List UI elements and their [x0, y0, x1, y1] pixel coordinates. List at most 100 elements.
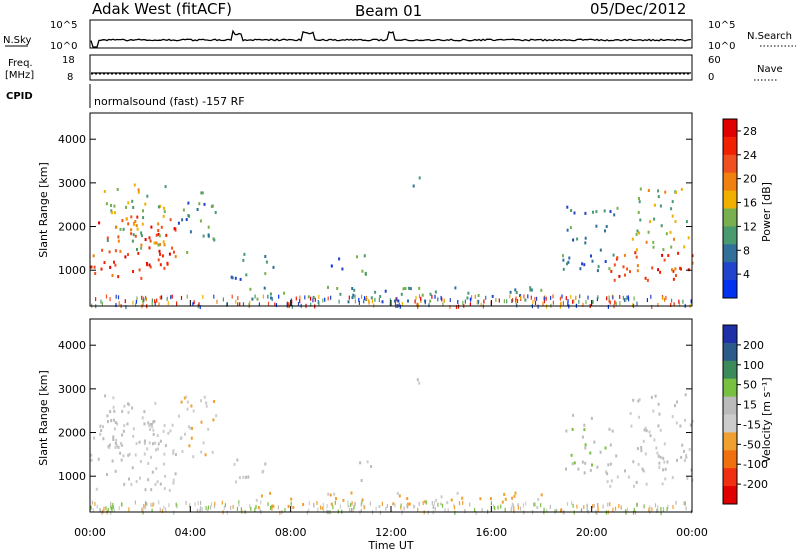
- clutter-cell: [406, 504, 408, 508]
- data-cell: [404, 287, 407, 290]
- data-cell: [589, 468, 592, 472]
- data-cell: [211, 450, 214, 454]
- data-cell: [239, 277, 242, 281]
- y-tick-label: 2000: [58, 221, 86, 234]
- colorbar-tick-label: 20: [743, 173, 757, 186]
- data-cell: [114, 421, 117, 424]
- colorbar-swatch: [723, 432, 737, 451]
- clutter-cell: [615, 301, 617, 306]
- data-cell: [684, 418, 686, 422]
- y-tick-label: 1000: [58, 264, 86, 277]
- data-cell: [131, 466, 134, 470]
- power-colorbar-label: Power [dB]: [760, 182, 773, 242]
- clutter-cell: [152, 502, 154, 507]
- data-cell: [664, 477, 667, 481]
- data-cell: [659, 455, 662, 459]
- data-cell: [666, 460, 669, 464]
- data-cell: [120, 458, 123, 462]
- data-cell: [126, 422, 129, 426]
- clutter-cell: [515, 296, 517, 301]
- clutter-cell: [400, 505, 402, 510]
- data-cell: [243, 252, 246, 256]
- data-cell: [638, 200, 641, 204]
- data-cell: [565, 467, 567, 471]
- data-cell: [127, 410, 130, 414]
- data-cell: [396, 491, 399, 495]
- clutter-cell: [124, 299, 126, 304]
- data-cell: [247, 475, 250, 479]
- data-cell: [611, 429, 614, 433]
- data-cell: [200, 399, 202, 403]
- data-cell: [94, 272, 97, 275]
- data-cell: [626, 267, 629, 271]
- clutter-cell: [608, 298, 610, 303]
- clutter-cell: [550, 295, 552, 300]
- data-cell: [138, 440, 141, 444]
- data-cell: [112, 438, 115, 441]
- clutter-cell: [398, 302, 400, 307]
- data-cell: [540, 288, 543, 292]
- colorbar-tick-label: -100: [743, 458, 768, 471]
- data-cell: [613, 213, 616, 217]
- data-cell: [406, 502, 409, 506]
- data-cell: [108, 250, 111, 254]
- data-cell: [143, 410, 146, 414]
- data-cell: [127, 453, 130, 457]
- data-cell: [125, 217, 128, 221]
- clutter-cell: [657, 303, 659, 307]
- clutter-cell: [498, 298, 500, 303]
- data-cell: [407, 299, 409, 303]
- data-cell: [342, 498, 345, 502]
- data-cell: [257, 506, 260, 509]
- data-cell: [653, 438, 656, 442]
- data-cell: [591, 463, 593, 467]
- data-cell: [169, 218, 172, 222]
- data-cell: [514, 288, 517, 292]
- clutter-cell: [145, 501, 147, 506]
- data-cell: [128, 403, 131, 407]
- data-cell: [378, 505, 381, 508]
- clutter-cell: [530, 295, 532, 300]
- clutter-cell: [597, 503, 599, 507]
- data-cell: [123, 404, 126, 408]
- clutter-cell: [474, 507, 476, 512]
- clutter-cell: [586, 507, 588, 512]
- clutter-cell: [158, 500, 160, 505]
- clutter-cell: [105, 506, 107, 511]
- clutter-cell: [453, 505, 456, 510]
- data-cell: [356, 255, 358, 259]
- clutter-cell: [146, 502, 148, 507]
- clutter-cell: [464, 509, 466, 513]
- clutter-cell: [91, 500, 93, 505]
- data-cell: [90, 453, 93, 457]
- data-cell: [114, 263, 117, 267]
- data-cell: [104, 394, 107, 398]
- clutter-cell: [418, 294, 421, 299]
- colorbar-frame: [722, 324, 738, 505]
- clutter-cell: [237, 302, 239, 307]
- power-cells: [90, 176, 694, 310]
- data-cell: [140, 276, 143, 280]
- data-cell: [141, 416, 144, 420]
- clutter-cell: [107, 508, 109, 512]
- clutter-cell: [441, 297, 443, 302]
- data-cell: [658, 461, 661, 465]
- clutter-cell: [90, 505, 92, 510]
- data-cell: [152, 433, 155, 436]
- data-cell: [270, 296, 272, 300]
- freq-tick-bottom: 8: [67, 72, 73, 83]
- clutter-cell: [379, 510, 382, 515]
- clutter-cell: [511, 505, 513, 510]
- noise-tick-left-bottom: 10^0: [50, 41, 77, 52]
- clutter-cell: [136, 296, 138, 301]
- clutter-cell: [389, 302, 391, 307]
- data-cell: [117, 445, 120, 449]
- data-cell: [631, 237, 634, 241]
- data-cell: [214, 211, 217, 214]
- data-cell: [638, 415, 641, 419]
- colorbar-tick-label: 15: [743, 399, 757, 412]
- clutter-cell: [619, 295, 621, 299]
- clutter-cell: [593, 503, 595, 508]
- data-cell: [504, 497, 507, 501]
- clutter-cell: [575, 295, 577, 300]
